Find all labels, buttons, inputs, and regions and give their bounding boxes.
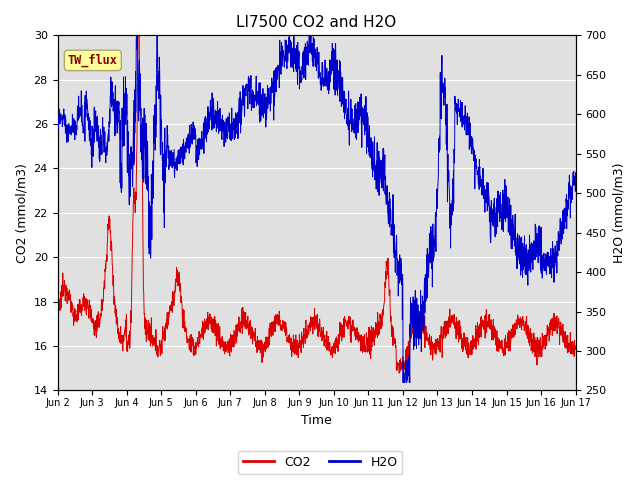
- X-axis label: Time: Time: [301, 414, 332, 427]
- Y-axis label: H2O (mmol/m3): H2O (mmol/m3): [612, 163, 625, 263]
- Title: LI7500 CO2 and H2O: LI7500 CO2 and H2O: [236, 15, 397, 30]
- Legend: CO2, H2O: CO2, H2O: [237, 451, 403, 474]
- Y-axis label: CO2 (mmol/m3): CO2 (mmol/m3): [15, 163, 28, 263]
- Text: TW_flux: TW_flux: [68, 54, 118, 67]
